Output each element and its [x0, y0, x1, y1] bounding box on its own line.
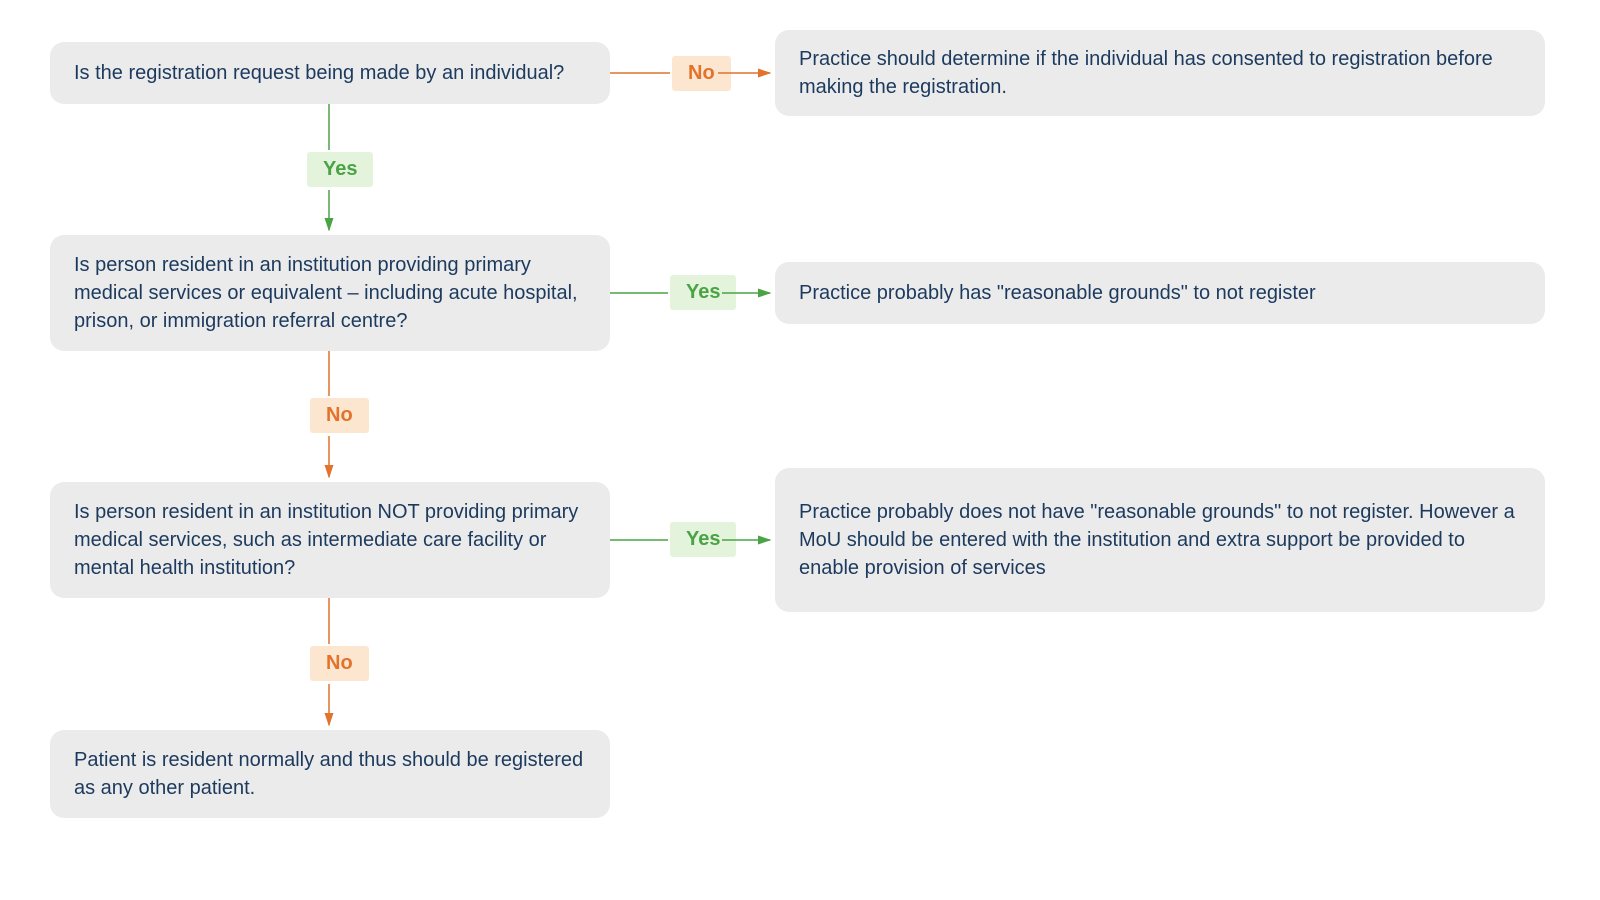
edge-label-q3-r3: Yes	[670, 522, 736, 557]
node-r3: Practice probably does not have "reasona…	[775, 468, 1545, 612]
node-r2: Practice probably has "reasonable ground…	[775, 262, 1545, 324]
node-end: Patient is resident normally and thus sh…	[50, 730, 610, 818]
node-q1: Is the registration request being made b…	[50, 42, 610, 104]
edge-label-q1-r1: No	[672, 56, 731, 91]
node-q3: Is person resident in an institution NOT…	[50, 482, 610, 598]
edge-label-q2-q3: No	[310, 398, 369, 433]
node-q2: Is person resident in an institution pro…	[50, 235, 610, 351]
edge-label-q3-end: No	[310, 646, 369, 681]
edge-label-q1-q2: Yes	[307, 152, 373, 187]
node-r1: Practice should determine if the individ…	[775, 30, 1545, 116]
edge-label-q2-r2: Yes	[670, 275, 736, 310]
